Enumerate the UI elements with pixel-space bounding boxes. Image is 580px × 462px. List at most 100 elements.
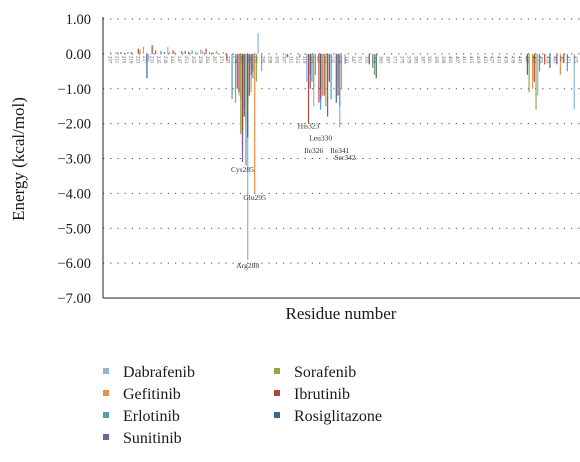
y-tick-label: −7.00	[57, 291, 91, 307]
bar	[243, 53, 245, 117]
x-tick-label: 323	[308, 56, 313, 64]
bar	[168, 52, 171, 54]
x-tick-label: 207	[107, 56, 112, 64]
x-tick-label: 247	[176, 56, 181, 64]
x-tick-label: 347	[350, 56, 355, 64]
bar	[155, 50, 157, 54]
y-tick-label: −1.00	[57, 82, 91, 98]
x-axis-ticks: 207 211 215 219 223 227 231 235 239 243 247 251 255 2…	[107, 56, 578, 64]
bar	[236, 53, 238, 89]
x-tick-label: 243	[169, 56, 174, 64]
bar	[327, 53, 329, 117]
x-tick-label: 447	[523, 56, 528, 64]
x-tick-label: 295	[259, 56, 264, 64]
bar	[200, 49, 202, 54]
x-tick-label: 343	[343, 56, 348, 64]
bar	[566, 53, 568, 72]
legend-label: Rosiglitazone	[294, 408, 382, 425]
residue-annotation: Ile326	[304, 146, 323, 155]
residue-annotation: Cys285	[231, 165, 254, 174]
x-tick-label: 319	[301, 56, 306, 64]
bar	[313, 53, 315, 89]
x-tick-label: 475	[572, 56, 577, 64]
bar	[373, 53, 376, 75]
x-tick-label: 335	[329, 56, 334, 64]
bar	[307, 53, 310, 124]
bar	[549, 53, 551, 68]
x-tick-label: 411	[461, 56, 466, 64]
bar	[314, 53, 317, 75]
x-tick-label: 471	[565, 56, 570, 64]
y-tick-label: −2.00	[57, 117, 91, 133]
bar	[260, 53, 263, 72]
x-tick-label: 331	[322, 56, 327, 64]
y-tick-label: −5.00	[57, 221, 91, 237]
bar	[257, 32, 259, 54]
x-tick-label: 219	[127, 56, 132, 64]
bar	[163, 52, 165, 54]
legend-swatch	[103, 368, 109, 374]
bar	[309, 53, 311, 75]
legend-label: Sorafenib	[294, 364, 356, 381]
x-tick-label: 311	[287, 56, 292, 64]
x-tick-label: 275	[225, 56, 230, 64]
bar	[250, 53, 252, 75]
bar	[340, 53, 343, 89]
x-tick-label: 287	[246, 56, 251, 64]
x-tick-label: 355	[364, 56, 369, 64]
x-tick-label: 439	[510, 56, 515, 64]
bar	[306, 53, 308, 82]
bar	[285, 53, 287, 57]
legend-swatch	[274, 368, 280, 374]
x-tick-label: 407	[454, 56, 459, 64]
x-tick-label: 455	[537, 56, 542, 64]
x-tick-label: 215	[120, 56, 125, 64]
bar	[328, 53, 330, 82]
bar	[238, 53, 240, 93]
bar	[535, 53, 537, 110]
legend-swatch	[274, 390, 280, 396]
bar	[247, 53, 249, 260]
residue-annotation: Ile341	[330, 146, 349, 155]
bar	[252, 53, 254, 72]
legend: Dabrafenib Gefitinib Erlotinib Sunitinib Sor…	[103, 364, 382, 447]
bar	[339, 53, 341, 107]
bar	[375, 53, 377, 79]
bar	[325, 53, 327, 107]
y-tick-label: 1.00	[66, 12, 91, 28]
bar	[248, 53, 251, 96]
x-tick-label: 307	[280, 56, 285, 64]
bar	[321, 53, 323, 96]
legend-label: Dabrafenib	[123, 364, 195, 381]
bar	[537, 53, 539, 96]
bar	[556, 53, 558, 65]
legend-swatch	[103, 434, 109, 440]
x-tick-label: 467	[558, 56, 563, 64]
x-tick-label: 367	[385, 56, 390, 64]
bar	[226, 53, 228, 61]
bar	[533, 53, 535, 82]
bar	[215, 51, 218, 54]
x-tick-label: 351	[357, 56, 362, 64]
residue-annotation: Glu295	[243, 193, 266, 202]
y-axis-ticks: 1.00 0.00 −1.00 −2.00 −3.00 −4.00 −5.00 −6.00 −7…	[57, 12, 91, 307]
residue-annotation: Ser342	[334, 153, 355, 162]
x-tick-label: 375	[398, 56, 403, 64]
x-tick-label: 391	[426, 56, 431, 64]
bar	[241, 53, 244, 131]
x-tick-label: 363	[378, 56, 383, 64]
bar	[240, 53, 242, 135]
bar	[323, 53, 325, 96]
residue-annotation: His323	[298, 121, 320, 130]
bar	[234, 53, 237, 103]
bar	[116, 52, 119, 54]
bar	[254, 53, 256, 194]
bar	[172, 50, 174, 54]
x-tick-label: 435	[503, 56, 508, 64]
bar	[142, 46, 145, 54]
bar	[146, 53, 148, 79]
x-tick-label: 459	[544, 56, 549, 64]
x-tick-label: 223	[134, 56, 139, 64]
bar	[120, 52, 122, 54]
residue-annotation: Leu330	[309, 134, 332, 143]
